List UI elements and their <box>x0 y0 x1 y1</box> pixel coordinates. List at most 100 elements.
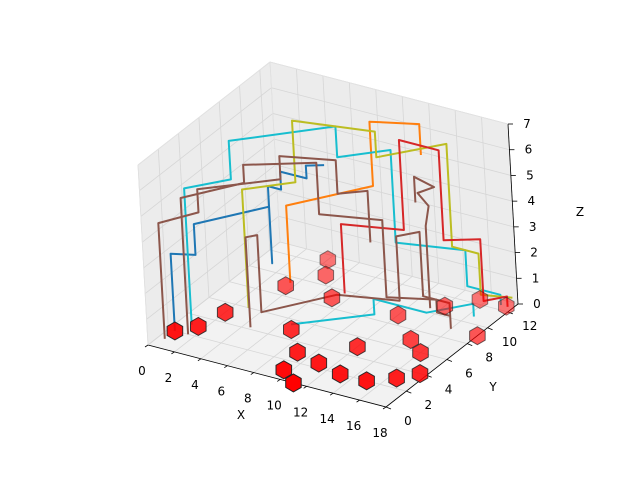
tick-marks <box>144 123 523 410</box>
hexagon-marker <box>331 364 349 384</box>
grid-line <box>188 312 427 376</box>
grid-line <box>296 68 307 249</box>
z-tick-label: 3 <box>529 220 537 234</box>
series-path-orange <box>285 120 422 283</box>
hexagon-marker <box>498 296 515 316</box>
z-axis-label: Z <box>576 205 584 219</box>
tick-mark <box>224 365 228 368</box>
x-tick-label: 12 <box>293 405 308 419</box>
hexagon-marker <box>388 368 405 388</box>
x-tick-label: 18 <box>372 426 387 440</box>
grid-line <box>322 75 334 256</box>
z-tick-label: 2 <box>530 246 538 260</box>
z-tick-label: 1 <box>532 271 540 285</box>
z-tick-label: 0 <box>533 297 541 311</box>
axis-spines <box>137 61 519 408</box>
series-path-olive <box>241 119 513 308</box>
grid-line <box>271 87 510 151</box>
hexagon-marker <box>402 329 420 350</box>
x-tick-label: 10 <box>267 398 282 412</box>
tick-mark <box>171 351 175 355</box>
tick-mark <box>197 358 202 362</box>
grid-line <box>454 110 466 291</box>
y-axis-label: Y <box>488 380 497 394</box>
grid-line <box>428 103 440 284</box>
hexagon-marker <box>317 265 335 285</box>
grid-line <box>227 262 360 366</box>
x-tick-label: 4 <box>191 378 199 392</box>
hexagon-marker <box>349 337 366 357</box>
hexagon-marker <box>310 353 328 373</box>
y-tick-label: 10 <box>502 335 517 349</box>
grid-line <box>144 190 278 294</box>
hexagon-marker <box>166 321 184 341</box>
tick-mark <box>356 399 360 403</box>
hexagon-marker <box>285 373 302 393</box>
tick-mark <box>385 406 392 410</box>
grid-line <box>401 96 413 277</box>
hexagon-marker <box>471 289 489 309</box>
pane-edge <box>137 61 271 166</box>
x-tick-label: 16 <box>346 419 361 433</box>
grid-line <box>178 133 190 314</box>
y-tick-label: 8 <box>485 351 493 365</box>
hexagon-marker <box>277 276 294 296</box>
grid-line <box>481 117 492 298</box>
z-tick-labels: 0 1 2 3 4 5 6 7 <box>523 117 541 311</box>
tick-mark <box>446 359 453 362</box>
x-tick-label: 14 <box>319 412 334 426</box>
grid-line <box>157 149 169 330</box>
grid-line <box>140 113 274 217</box>
x-tick-label: 0 <box>138 364 146 378</box>
z-tick-label: 6 <box>525 143 533 157</box>
tick-mark <box>487 327 493 331</box>
x-tick-label: 2 <box>165 371 173 385</box>
hexagon-marker <box>411 364 429 384</box>
left-pane <box>138 62 280 345</box>
tick-mark <box>406 390 412 394</box>
z-tick-label: 4 <box>527 194 535 208</box>
hexagon-markers <box>166 250 515 393</box>
hexagon-marker <box>469 326 486 346</box>
grid-line <box>146 215 279 320</box>
z-tick-label: 7 <box>523 117 531 131</box>
grid-line <box>279 276 413 380</box>
y-axis-line <box>385 303 519 408</box>
series-path-cyan-low <box>290 297 475 326</box>
grid-line <box>200 255 334 360</box>
pane-edge <box>269 61 281 243</box>
grid-line <box>269 249 508 313</box>
x-axis-label: X <box>237 408 245 422</box>
z-tick-label: 5 <box>526 168 534 182</box>
grid-line <box>229 281 468 345</box>
hexagon-marker <box>216 302 234 322</box>
tick-mark <box>144 344 149 348</box>
series-path-brown-d <box>413 175 436 309</box>
series-path-blue <box>169 164 325 331</box>
hexagon-marker <box>289 342 306 362</box>
hexagon-marker <box>275 360 293 380</box>
grid-line <box>139 87 272 192</box>
tick-mark <box>467 343 473 346</box>
pane-edge <box>269 61 509 125</box>
series-path-cyan <box>183 125 502 325</box>
grid-line <box>277 190 516 253</box>
tick-mark <box>382 406 387 410</box>
grid-line <box>198 117 210 298</box>
hexagon-marker <box>190 316 207 336</box>
x-tick-labels: 0 2 4 6 8 10 12 14 16 18 <box>138 364 387 440</box>
x-tick-label: 8 <box>244 392 252 406</box>
tick-mark <box>303 386 307 389</box>
hexagon-marker <box>358 371 375 391</box>
pane-edge <box>137 164 149 346</box>
hexagon-marker <box>436 296 454 316</box>
z-axis-line <box>507 123 519 305</box>
grid-line <box>274 138 513 202</box>
tick-mark <box>250 372 254 375</box>
series-path-brown-a <box>157 155 372 339</box>
y-tick-label: 12 <box>522 319 537 333</box>
hexagon-marker <box>323 288 341 308</box>
